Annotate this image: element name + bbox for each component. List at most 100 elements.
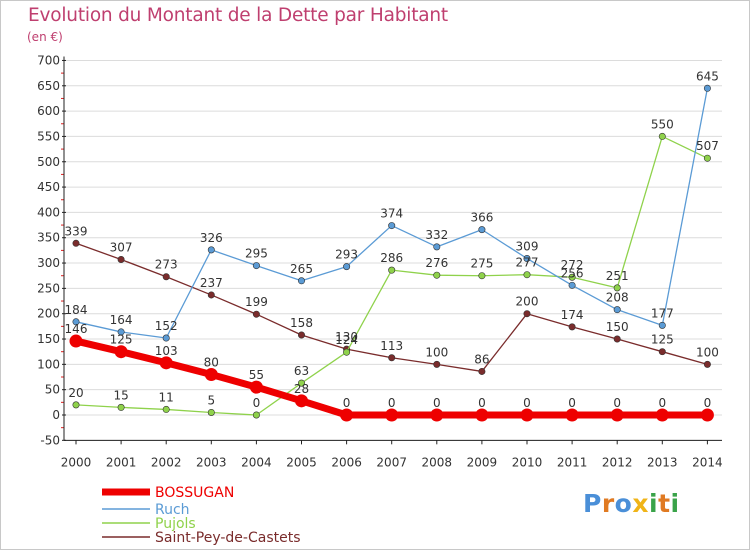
point xyxy=(295,394,308,408)
y-tick-label: 100 xyxy=(37,357,60,371)
logo-letter: o xyxy=(614,489,633,518)
point xyxy=(117,256,125,264)
point xyxy=(478,226,486,234)
logo-letter: t xyxy=(658,489,671,518)
point xyxy=(703,360,711,368)
data-label: 11 xyxy=(159,390,174,404)
point xyxy=(252,310,260,318)
point xyxy=(117,328,125,336)
data-label: 100 xyxy=(425,345,448,359)
legend-label: BOSSUGAN xyxy=(155,485,234,501)
point xyxy=(207,291,215,299)
data-label: 0 xyxy=(704,396,712,410)
data-labels: 146 125 103 80 55 28 0 0 0 0 0 0 0 0 0 184 164 152 326 295 2… xyxy=(65,69,719,410)
unit-label: (en €) xyxy=(27,30,63,44)
y-tick-label: 400 xyxy=(37,205,60,219)
y-tick-label: 350 xyxy=(37,231,60,245)
point xyxy=(72,401,80,409)
point xyxy=(249,380,263,394)
point xyxy=(523,310,531,318)
point xyxy=(565,408,579,422)
point xyxy=(343,348,351,356)
data-label: 275 xyxy=(470,257,493,271)
point xyxy=(523,254,531,262)
data-label: 200 xyxy=(516,295,539,309)
data-label: 237 xyxy=(200,276,223,290)
point xyxy=(297,331,305,339)
data-label: 174 xyxy=(561,308,584,322)
point xyxy=(433,360,441,368)
logo-letter: r xyxy=(601,489,615,518)
point xyxy=(69,334,83,348)
data-label: 15 xyxy=(113,388,128,402)
data-label: 150 xyxy=(606,320,629,334)
point xyxy=(433,243,441,251)
x-tick-label: 2003 xyxy=(196,455,227,469)
y-tick-label: 200 xyxy=(37,307,60,321)
data-label: 339 xyxy=(65,224,88,238)
point xyxy=(568,273,576,281)
point xyxy=(72,318,80,326)
data-label: 184 xyxy=(65,303,88,317)
data-label: 28 xyxy=(294,382,309,396)
point xyxy=(297,277,305,285)
data-label: 5 xyxy=(207,393,215,407)
data-label: 645 xyxy=(696,69,719,83)
x-tick-label: 2010 xyxy=(512,455,543,469)
series xyxy=(69,84,714,422)
axes: -500501001502002503003504004505005506006… xyxy=(37,53,723,469)
data-label: 125 xyxy=(651,333,674,347)
point xyxy=(703,154,711,162)
y-tick-label: 300 xyxy=(37,256,60,270)
data-label: 125 xyxy=(110,333,133,347)
data-label: 86 xyxy=(474,352,489,366)
legend-label: Ruch xyxy=(155,502,190,518)
point xyxy=(613,335,621,343)
y-tick-label: 0 xyxy=(52,408,60,422)
point xyxy=(388,354,396,362)
data-label: 124 xyxy=(335,333,358,347)
proxiti-logo: Proxiti xyxy=(583,489,680,518)
legend-label: Saint-Pey-de-Castets xyxy=(155,530,301,546)
data-label: 158 xyxy=(290,316,313,330)
y-tick-label: 650 xyxy=(37,79,60,93)
logo-letter: P xyxy=(583,489,602,518)
point xyxy=(478,272,486,280)
x-tick-label: 2014 xyxy=(692,455,723,469)
point xyxy=(162,334,170,342)
data-label: 295 xyxy=(245,247,268,261)
point xyxy=(388,266,396,274)
data-label: 0 xyxy=(568,396,576,410)
x-tick-label: 2008 xyxy=(422,455,453,469)
point xyxy=(523,271,531,279)
point xyxy=(252,411,260,419)
data-label: 130 xyxy=(335,330,358,344)
data-label: 164 xyxy=(110,313,133,327)
data-label: 256 xyxy=(561,266,584,280)
data-label: 199 xyxy=(245,295,268,309)
y-tick-label: 700 xyxy=(37,53,60,67)
y-tick-label: 150 xyxy=(37,332,60,346)
point xyxy=(162,405,170,413)
point xyxy=(613,284,621,292)
x-tick-label: 2004 xyxy=(241,455,272,469)
data-label: 100 xyxy=(696,345,719,359)
data-label: 113 xyxy=(380,339,403,353)
data-label: 0 xyxy=(658,396,666,410)
point xyxy=(207,408,215,416)
logo-letter: i xyxy=(670,489,680,518)
data-label: 366 xyxy=(470,211,493,225)
point xyxy=(478,367,486,375)
point xyxy=(297,379,305,387)
y-tick-label: 550 xyxy=(37,129,60,143)
data-label: 307 xyxy=(110,241,133,255)
x-tick-label: 2006 xyxy=(331,455,362,469)
data-label: 20 xyxy=(68,386,83,400)
data-label: 55 xyxy=(249,368,264,382)
point xyxy=(162,273,170,281)
point xyxy=(388,222,396,230)
x-tick-label: 2009 xyxy=(467,455,498,469)
data-label: 265 xyxy=(290,262,313,276)
logo-letter: i xyxy=(649,489,659,518)
